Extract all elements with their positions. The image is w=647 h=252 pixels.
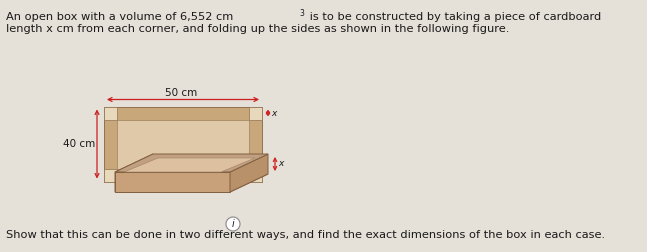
Polygon shape — [230, 154, 268, 192]
Text: x: x — [278, 160, 283, 169]
Bar — [104, 169, 117, 181]
Text: length x cm from each corner, and folding up the sides as shown in the following: length x cm from each corner, and foldin… — [6, 24, 509, 34]
Text: 3: 3 — [299, 9, 304, 18]
Bar — [249, 107, 262, 119]
Text: 40 cm: 40 cm — [63, 139, 95, 149]
Bar — [249, 169, 262, 181]
Circle shape — [226, 217, 240, 231]
Bar — [104, 107, 117, 119]
Text: 50 cm: 50 cm — [165, 88, 197, 98]
Text: An open box with a volume of 6,552 cm: An open box with a volume of 6,552 cm — [6, 12, 234, 22]
Text: x: x — [271, 109, 276, 117]
Bar — [117, 119, 249, 169]
Polygon shape — [124, 158, 255, 172]
Text: is to be constructed by taking a piece of cardboard: is to be constructed by taking a piece o… — [305, 12, 604, 22]
Polygon shape — [115, 174, 268, 192]
Text: i: i — [232, 219, 234, 229]
Bar — [104, 107, 262, 181]
Polygon shape — [115, 154, 153, 192]
Polygon shape — [115, 172, 230, 192]
Polygon shape — [115, 154, 268, 172]
Text: Show that this can be done in two different ways, and find the exact dimensions : Show that this can be done in two differ… — [6, 230, 605, 240]
